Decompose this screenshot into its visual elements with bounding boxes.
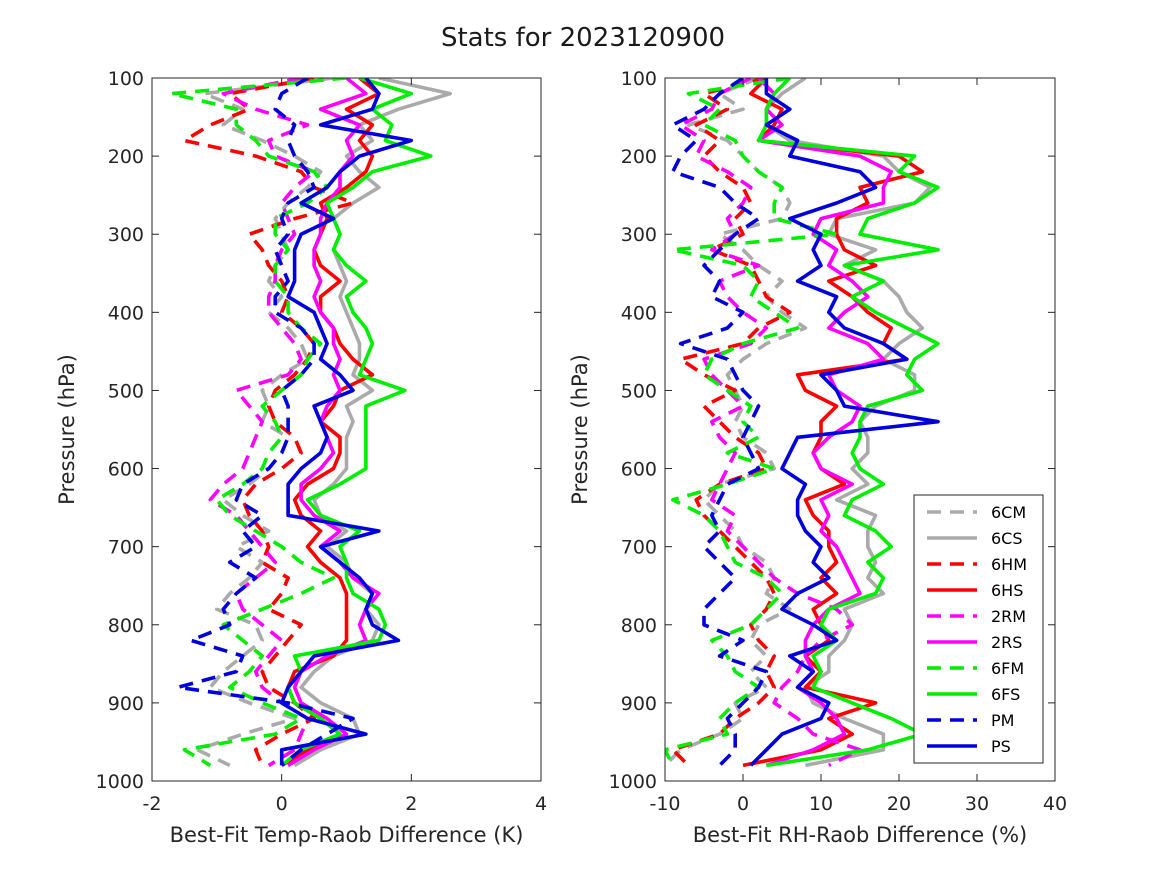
temp-ytick-label: 500	[108, 380, 144, 402]
rh-xtick-label: 0	[737, 793, 749, 815]
rh-ytick-label: 300	[621, 224, 657, 246]
legend-label-6cm: 6CM	[991, 503, 1026, 522]
legend: 6CM 6CS 6HM 6HS 2RM 2RS 6FM 6FS PM PS	[913, 494, 1044, 764]
rh-xtick-label: 30	[965, 793, 989, 815]
panel-temperature: -2 0 2 4 100 200 300 400 500 600 700 800 900 1000 Best…	[55, 68, 547, 847]
temp-ytick-label: 1000	[96, 771, 144, 793]
rh-ytick-label: 900	[621, 693, 657, 715]
temp-series-group	[169, 78, 453, 768]
rh-series-6hm	[670, 78, 792, 767]
rh-x-axis-label: Best-Fit RH-Raob Difference (%)	[693, 823, 1027, 847]
temp-ytick-label: 100	[108, 68, 144, 90]
rh-ytick-label: 200	[621, 146, 657, 168]
temp-xtick-label: 2	[405, 793, 417, 815]
rh-series-6fm	[665, 78, 839, 767]
temp-ytick-label: 200	[108, 146, 144, 168]
rh-series-group	[665, 78, 940, 768]
temp-xtick-label: 0	[276, 793, 288, 815]
rh-ytick-label: 700	[621, 537, 657, 559]
rh-ytick-label: 800	[621, 615, 657, 637]
rh-xtick-label: 20	[887, 793, 911, 815]
temp-ytick-label: 300	[108, 224, 144, 246]
rh-series-6fs	[756, 78, 940, 768]
rh-xtick-label: 40	[1043, 793, 1067, 815]
legend-label-pm: PM	[991, 711, 1014, 730]
legend-label-6fs: 6FS	[991, 685, 1020, 704]
legend-label-6fm: 6FM	[991, 659, 1024, 678]
temp-series-2rm	[208, 78, 316, 767]
temp-series-6fs	[280, 78, 433, 767]
temp-ytick-label: 800	[108, 615, 144, 637]
temp-xtick-label: 4	[535, 793, 547, 815]
rh-series-pm	[670, 78, 769, 767]
temp-y-axis-label: Pressure (hPa)	[55, 354, 79, 505]
rh-xtick-label: 10	[809, 793, 833, 815]
rh-ytick-label: 400	[621, 302, 657, 324]
rh-axes-frame	[664, 77, 1056, 782]
rh-series-6cm	[665, 78, 808, 767]
legend-label-2rm: 2RM	[991, 607, 1026, 626]
temp-ytick-label: 600	[108, 459, 144, 481]
rh-ytick-label: 600	[621, 459, 657, 481]
rh-ytick-label: 100	[621, 68, 657, 90]
temp-plot-area	[152, 78, 541, 781]
temp-xtick-label: -2	[143, 793, 162, 815]
temp-series-ps	[279, 78, 414, 766]
rh-xtick-label: -10	[649, 793, 680, 815]
temp-axes-frame	[151, 77, 542, 782]
chart-title: Stats for 2023120900	[441, 23, 725, 53]
rh-ytick-label: 500	[621, 380, 657, 402]
rh-ytick-label: 1000	[609, 771, 657, 793]
legend-label-2rs: 2RS	[991, 633, 1022, 652]
temp-ytick-label: 400	[108, 302, 144, 324]
rh-series-ps	[749, 78, 940, 767]
rh-y-axis-label: Pressure (hPa)	[568, 354, 592, 505]
legend-label-ps: PS	[991, 737, 1011, 756]
legend-box	[913, 494, 1044, 764]
temp-ytick-label: 900	[108, 693, 144, 715]
legend-label-6cs: 6CS	[991, 529, 1023, 548]
temp-x-axis-label: Best-Fit Temp-Raob Difference (K)	[170, 823, 524, 847]
legend-label-6hm: 6HM	[991, 555, 1027, 574]
temp-series-pm	[176, 78, 355, 767]
temp-ytick-label: 700	[108, 537, 144, 559]
legend-label-6hs: 6HS	[991, 581, 1023, 600]
